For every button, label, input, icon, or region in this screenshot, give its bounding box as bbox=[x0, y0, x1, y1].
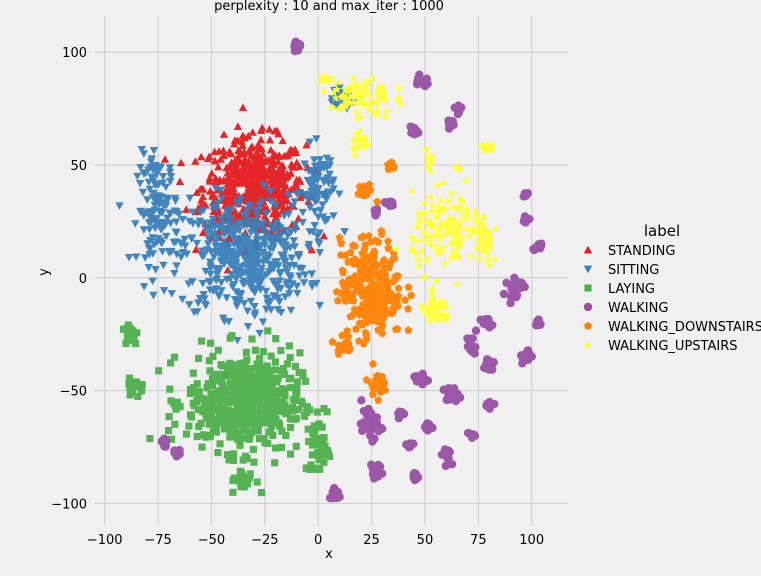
x-tick-label: 50 bbox=[417, 533, 434, 548]
series-walking-upstairs bbox=[316, 72, 501, 325]
legend-marker bbox=[583, 302, 593, 312]
x-tick-label: 75 bbox=[470, 533, 487, 548]
legend-item: WALKING bbox=[583, 301, 668, 316]
legend-label: LAYING bbox=[608, 282, 655, 297]
y-tick-label: 100 bbox=[62, 46, 87, 61]
legend-label: WALKING_UPSTAIRS bbox=[608, 339, 738, 354]
y-tick-label: 50 bbox=[70, 159, 87, 174]
series-laying bbox=[119, 321, 334, 497]
legend-item: WALKING_UPSTAIRS bbox=[583, 339, 738, 354]
legend-marker bbox=[583, 265, 593, 274]
legend-item: WALKING_DOWNSTAIRS bbox=[584, 320, 761, 335]
legend-marker bbox=[583, 340, 593, 349]
legend-label: WALKING bbox=[608, 301, 668, 316]
series-standing bbox=[160, 103, 330, 274]
scatter-points bbox=[160, 103, 330, 274]
legend-label: STANDING bbox=[608, 244, 675, 259]
legend-title: label bbox=[644, 222, 680, 240]
legend: label STANDING SITTING LAYING WALKING WALKIN… bbox=[583, 222, 761, 354]
scatter-points bbox=[157, 37, 546, 503]
chart-title: perplexity : 10 and max_iter : 1000 bbox=[214, 0, 444, 14]
x-axis-label: x bbox=[325, 547, 333, 562]
x-tick-label: −25 bbox=[251, 533, 278, 548]
legend-item: STANDING bbox=[583, 244, 675, 259]
x-tick-label: −50 bbox=[198, 533, 225, 548]
data-points bbox=[115, 37, 546, 503]
legend-marker bbox=[584, 284, 592, 292]
legend-marker bbox=[583, 245, 593, 254]
legend-label: SITTING bbox=[608, 263, 659, 278]
y-axis-label: y bbox=[37, 268, 52, 276]
y-tick-label: 0 bbox=[79, 272, 87, 287]
series-sitting bbox=[115, 84, 358, 380]
x-tick-label: −100 bbox=[87, 533, 123, 548]
legend-label: WALKING_DOWNSTAIRS bbox=[608, 320, 761, 335]
series-walking-downstairs bbox=[328, 158, 416, 404]
x-tick-label: 100 bbox=[519, 533, 544, 548]
x-tick-label: 25 bbox=[363, 533, 380, 548]
legend-item: LAYING bbox=[584, 282, 655, 297]
x-tick-label: 0 bbox=[314, 533, 322, 548]
y-tick-label: −100 bbox=[51, 497, 87, 512]
scatter-points bbox=[119, 321, 334, 497]
legend-marker bbox=[584, 321, 592, 330]
x-tick-label: −75 bbox=[144, 533, 171, 548]
y-tick-label: −50 bbox=[60, 385, 87, 400]
tick-labels: −100 −75 −50 −25 0 25 50 75 100 −100 −50 0 50 100 bbox=[51, 46, 544, 548]
scatter-points bbox=[328, 158, 416, 404]
scatter-points bbox=[115, 84, 358, 380]
legend-item: SITTING bbox=[583, 263, 659, 278]
scatter-points bbox=[316, 72, 501, 325]
series-walking bbox=[157, 37, 546, 503]
